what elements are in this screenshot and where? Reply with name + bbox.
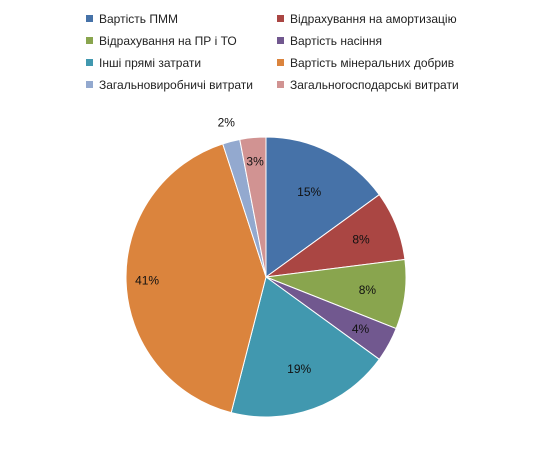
data-label-fertilizers: 41% <box>135 274 159 288</box>
data-label-pmm: 15% <box>297 185 321 199</box>
data-label-production-overhead: 2% <box>218 115 236 129</box>
data-label-other-direct: 19% <box>287 362 311 376</box>
pie-slices <box>126 137 406 417</box>
data-label-seeds: 4% <box>352 322 370 336</box>
data-label-general-overhead: 3% <box>246 154 264 168</box>
data-label-repair: 8% <box>359 283 377 297</box>
data-label-amortization: 8% <box>352 232 370 246</box>
